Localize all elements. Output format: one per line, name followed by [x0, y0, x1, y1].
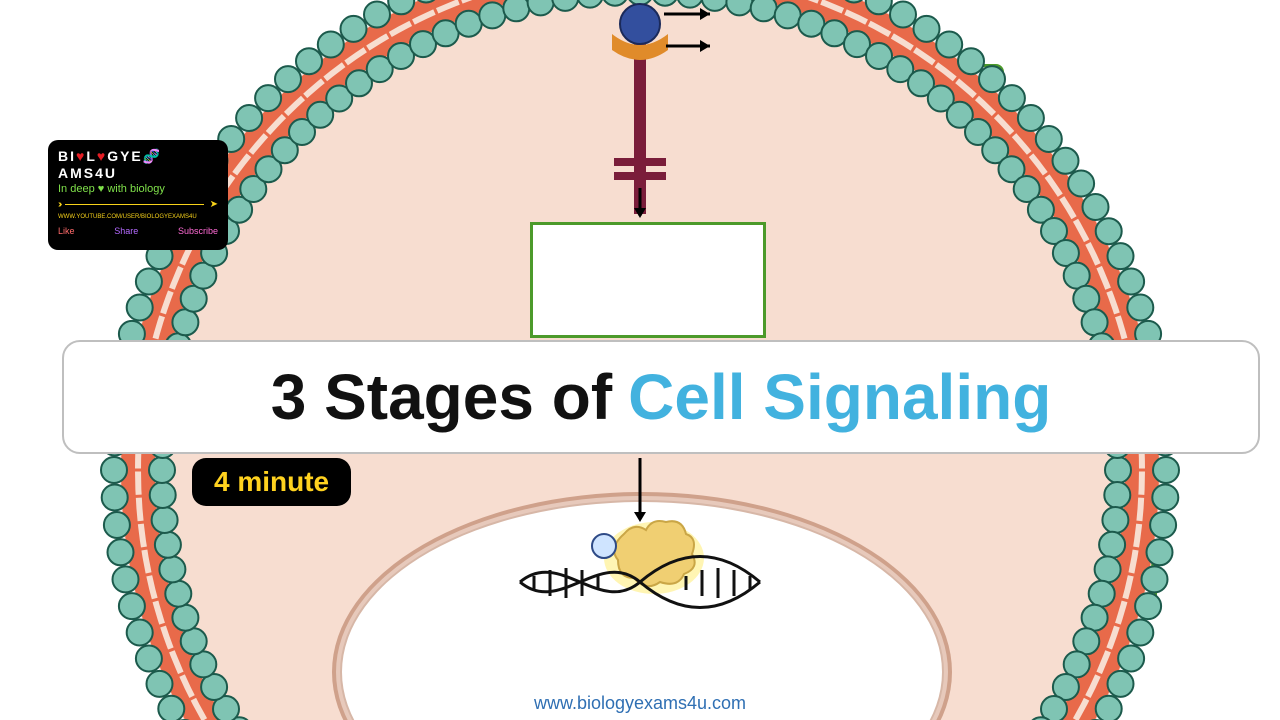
title-bar: 3 Stages of Cell Signaling	[62, 340, 1260, 454]
logo-arrow-row: ›››› ➤	[58, 199, 218, 210]
channel-logo-card: BI♥L♥GYE🧬AMS4U In deep ♥ with biology ››…	[48, 140, 228, 250]
logo-tiny-url: WWW.YOUTUBE.COM/USER/BIOLOGYEXAMS4U	[58, 214, 218, 220]
duration-pill: 4 minute	[192, 458, 351, 506]
logo-cta-row: Like Share Subscribe	[58, 226, 218, 236]
diagram-canvas: Ligand Receptor Phosphorylation cascade …	[0, 0, 1280, 720]
logo-like: Like	[58, 226, 75, 236]
logo-title: BI♥L♥GYE🧬AMS4U	[58, 148, 218, 181]
logo-subscribe: Subscribe	[178, 226, 218, 236]
title-left: 3 Stages of	[271, 365, 612, 429]
title-right: Cell Signaling	[628, 365, 1051, 429]
logo-share: Share	[114, 226, 138, 236]
website-url: www.biologyexams4u.com	[0, 693, 1280, 714]
logo-sub: In deep ♥ with biology	[58, 183, 218, 195]
phosphorylation-cascade-box	[530, 222, 766, 338]
